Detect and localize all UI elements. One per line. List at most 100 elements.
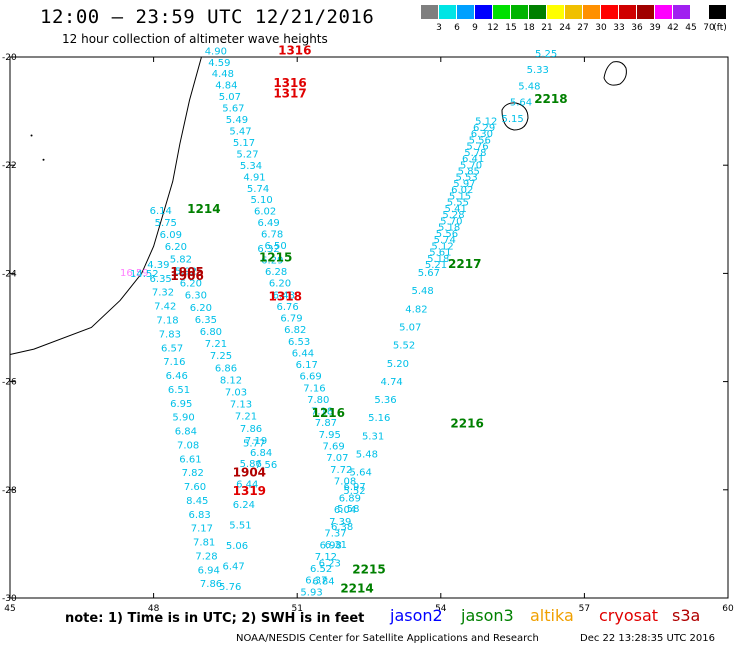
legend-swatch: [547, 5, 565, 19]
wave-height-value: 7.82: [182, 468, 204, 479]
wave-height-value: 6.69: [299, 372, 321, 383]
wave-height-value: 6.82: [284, 325, 306, 336]
legend-swatch: [655, 5, 673, 19]
wave-height-value: 16.59: [120, 268, 149, 279]
wave-height-value: 14.52: [130, 269, 159, 280]
wave-height-value: 5.49: [226, 115, 248, 126]
sat-cryosat: cryosat: [599, 606, 658, 625]
legend-swatch: [439, 5, 457, 19]
wave-height-value: 6.84: [250, 448, 272, 459]
legend-label: 39: [649, 23, 661, 33]
x-tick-label: 48: [148, 604, 160, 614]
sat-altika-label: altika: [530, 606, 574, 625]
wave-height-value: 7.17: [191, 524, 213, 535]
wave-height-value: 5.67: [222, 104, 244, 115]
sat-jason3: jason3: [461, 606, 514, 625]
wave-height-value: 5.48: [412, 286, 434, 297]
legend-label: 30: [595, 23, 607, 33]
wave-height-value: 6.28: [265, 267, 287, 278]
pass-time-label: 1316: [273, 76, 306, 90]
wave-height-value: 7.28: [195, 551, 217, 562]
wave-height-value: 5.15: [501, 114, 523, 125]
legend-swatch: [691, 5, 709, 19]
wave-height-value: 6.97: [344, 482, 366, 493]
wave-height-value: 7.18: [311, 407, 333, 418]
legend-label: 70: [703, 23, 715, 33]
wave-height-value: 6.17: [296, 360, 318, 371]
pass-time-label: 1318: [269, 289, 302, 303]
wave-height-value: 5.64: [510, 98, 532, 109]
wave-height-value: 6.84: [312, 576, 334, 587]
wave-height-value: 6.44: [236, 479, 258, 490]
wave-height-value: 5.86: [240, 459, 262, 470]
wave-height-value: 6.20: [190, 303, 212, 314]
wave-height-value: 6.78: [261, 230, 283, 241]
wave-height-value: 5.90: [172, 413, 194, 424]
wave-height-value: 6.24: [233, 500, 255, 511]
wave-height-value: 7.13: [230, 400, 252, 411]
wave-height-value: 7.07: [326, 453, 348, 464]
wave-height-value: 7.42: [154, 302, 176, 313]
wave-height-value: 4.90: [205, 46, 227, 57]
wave-height-value: 6.31: [325, 540, 347, 551]
wave-height-value: 6.61: [179, 454, 201, 465]
wave-height-value: 8.45: [186, 496, 208, 507]
wave-height-value: 5.58: [337, 504, 359, 515]
pass-time-label: 2215: [352, 563, 385, 577]
x-tick-label: 51: [291, 604, 302, 614]
wave-height-value: 5.74: [247, 184, 269, 195]
wave-height-value: 6.35: [195, 315, 217, 326]
wave-height-value: 6.46: [166, 371, 188, 382]
wave-height-value: 5.15: [449, 191, 471, 202]
footer-note: note: 1) Time is in UTC; 2) SWH is in fe…: [65, 611, 365, 626]
wave-height-value: 5.06: [226, 541, 248, 552]
legend-swatch: [421, 5, 439, 19]
x-tick-label: 54: [435, 604, 447, 614]
wave-height-value: 5.97: [453, 179, 475, 190]
wave-height-value: 6.48: [273, 290, 295, 301]
legend-swatch: [493, 5, 511, 19]
wave-height-value: 5.34: [240, 161, 262, 172]
wave-height-value: 6.80: [200, 327, 222, 338]
y-tick-label: -30: [2, 594, 17, 604]
y-tick-label: -24: [2, 269, 17, 279]
wave-height-value: 6.02: [254, 207, 276, 218]
sat-altika: altika: [530, 606, 574, 625]
wave-height-value: 7.86: [240, 424, 262, 435]
wave-height-value: 5.70: [460, 160, 482, 171]
wave-height-value: 6.41: [462, 154, 484, 165]
wave-height-value: 7.81: [193, 538, 215, 549]
legend-label: 33: [613, 23, 625, 33]
legend-label: 9: [472, 23, 478, 33]
wave-height-value: 6.02: [451, 185, 473, 196]
wave-height-value: 6.98: [320, 540, 342, 551]
wave-height-value: 7.25: [210, 351, 232, 362]
wave-height-value: 6.20: [180, 279, 202, 290]
wave-height-value: 4.59: [208, 58, 230, 69]
wave-height-value: 6.50: [265, 241, 287, 252]
legend-swatch: [601, 5, 619, 19]
pass-time-label: 2218: [534, 92, 567, 106]
wave-height-value: 5.70: [440, 216, 462, 227]
wave-height-value: 6.35: [150, 274, 172, 285]
map-frame: [9, 56, 729, 599]
wave-height-value: 5.21: [425, 260, 447, 271]
legend-swatch: [511, 5, 529, 19]
wave-height-value: 5.16: [368, 413, 390, 424]
wave-height-value: 7.08: [177, 440, 199, 451]
wave-height-value: 6.30: [185, 291, 207, 302]
pass-time-label: 1905: [170, 265, 203, 279]
wave-height-value: 7.16: [303, 383, 325, 394]
pass-time-label: 1216: [312, 406, 345, 420]
wave-height-value: 6.44: [292, 348, 314, 359]
sat-jason2-label: jason2: [390, 606, 443, 625]
wave-height-value: 6.32: [257, 244, 279, 255]
wave-height-value: 6.04: [334, 505, 356, 516]
wave-height-value: 6.47: [222, 561, 244, 572]
pass-time-label: 1904: [233, 465, 266, 479]
wave-height-value: 5.76: [466, 142, 488, 153]
wave-height-value: 7.08: [334, 476, 356, 487]
pass-time-label: 2217: [448, 257, 481, 271]
wave-height-value: 6.49: [257, 218, 279, 229]
